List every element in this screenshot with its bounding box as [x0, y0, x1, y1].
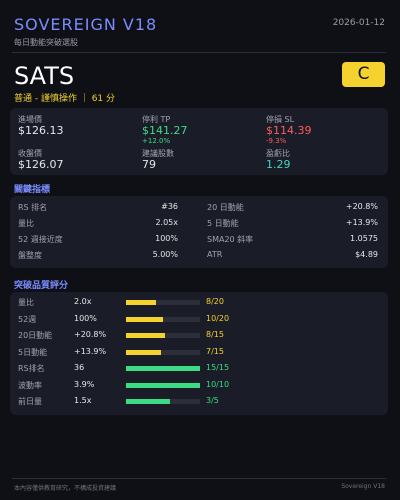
summary-value: $141.27 — [142, 124, 188, 137]
score-label: 前日量 — [18, 397, 42, 406]
indicator-value: 2.05x — [155, 218, 178, 227]
grade-badge: C — [342, 62, 385, 87]
score-bar — [126, 349, 161, 355]
score-text: 8/15 — [206, 330, 224, 339]
score-text: 8/20 — [206, 297, 224, 306]
app-title: SOVEREIGN V18 — [14, 15, 158, 34]
score-value: 100% — [74, 313, 97, 323]
score-text: 10/20 — [206, 313, 230, 323]
subtitle: 每日動能突破選股 — [14, 38, 78, 47]
indicator-value: 1.0575 — [350, 234, 378, 243]
summary-card: 進場價 $126.13 停利 TP $141.27 +12.0% 停損 SL $114.39… — [10, 108, 388, 175]
indicator-label: 20 日動能 — [207, 203, 244, 212]
score-value: 3.9% — [74, 379, 95, 389]
score-value: 1.5x — [74, 396, 92, 405]
score-label: 20日動能 — [18, 331, 53, 340]
score-value: 36 — [74, 363, 85, 372]
score-text: 7/15 — [206, 346, 224, 356]
score-label: RS排名 — [18, 364, 45, 373]
score-value: +13.9% — [74, 346, 107, 356]
summary-value: $126.07 — [18, 158, 64, 171]
summary-value: $114.39 — [266, 124, 312, 137]
summary-value: 79 — [142, 158, 156, 171]
summary-change: +12.0% — [142, 137, 171, 145]
disclaimer: 本內容僅供教育研究，不構成投資建議 — [14, 485, 117, 492]
summary-value: 1.29 — [266, 158, 291, 171]
indicator-label: RS 排名 — [18, 203, 48, 212]
rating: 普通 - 謹慎操作 ｜ 61 分 — [14, 94, 116, 104]
score-track — [126, 349, 200, 355]
score-label: 量比 — [18, 298, 34, 307]
score-bar — [126, 382, 200, 388]
score-value: 2.0x — [74, 297, 92, 306]
summary-value: $126.13 — [18, 124, 64, 137]
summary-label: 停損 SL — [266, 115, 295, 124]
score-bar — [126, 399, 171, 404]
summary-label: 停利 TP — [142, 115, 171, 124]
indicator-value: +20.8% — [345, 202, 378, 211]
summary-label: 收盤價 — [18, 149, 42, 158]
score-label: 52週 — [18, 314, 37, 324]
score-text: 10/10 — [206, 379, 230, 389]
summary-change: -9.3% — [266, 137, 287, 145]
indicator-value: +13.9% — [345, 218, 378, 227]
score-text: 15/15 — [206, 363, 230, 372]
indicator-value: #36 — [161, 202, 178, 211]
quality-card: 量比 2.0x 8/20 52週 100% 10/20 20日動能 +20.8% 8/15 5日動… — [10, 292, 388, 415]
indicator-value: $4.89 — [355, 250, 378, 259]
section-title: 關鍵指標 — [14, 185, 51, 195]
score-bar — [126, 316, 163, 322]
indicator-value: 100% — [155, 234, 178, 243]
score-text: 3/5 — [206, 396, 219, 405]
indicator-card: RS 排名 #36 20 日動能 +20.8% 量比 2.05x 5 日動能 +13.9% 52… — [10, 196, 388, 268]
indicator-label: 量比 — [18, 219, 34, 228]
date: 2026-01-12 — [332, 18, 385, 28]
ticker: SATS — [14, 62, 75, 90]
summary-label: 盈虧比 — [266, 149, 290, 158]
divider — [12, 52, 386, 53]
score-track — [126, 300, 200, 305]
score-value: +20.8% — [74, 330, 107, 339]
score-bar — [126, 333, 166, 338]
divider — [12, 478, 386, 479]
indicator-label: 52 週接近度 — [18, 235, 63, 244]
score-bar — [126, 366, 200, 371]
indicator-value: 5.00% — [152, 250, 178, 259]
brand: Sovereign V18 — [341, 483, 385, 490]
summary-label: 建議股數 — [142, 149, 174, 158]
summary-label: 進場價 — [18, 115, 42, 124]
indicator-label: 盤整度 — [18, 251, 42, 260]
score-bar — [126, 300, 156, 305]
score-label: 5日動能 — [18, 347, 48, 357]
score-label: 波動率 — [18, 380, 42, 390]
score-track — [126, 316, 200, 322]
section-title: 突破品質評分 — [14, 281, 69, 291]
indicator-label: 5 日動能 — [207, 219, 239, 228]
indicator-label: SMA20 斜率 — [207, 235, 254, 244]
indicator-label: ATR — [207, 250, 223, 259]
